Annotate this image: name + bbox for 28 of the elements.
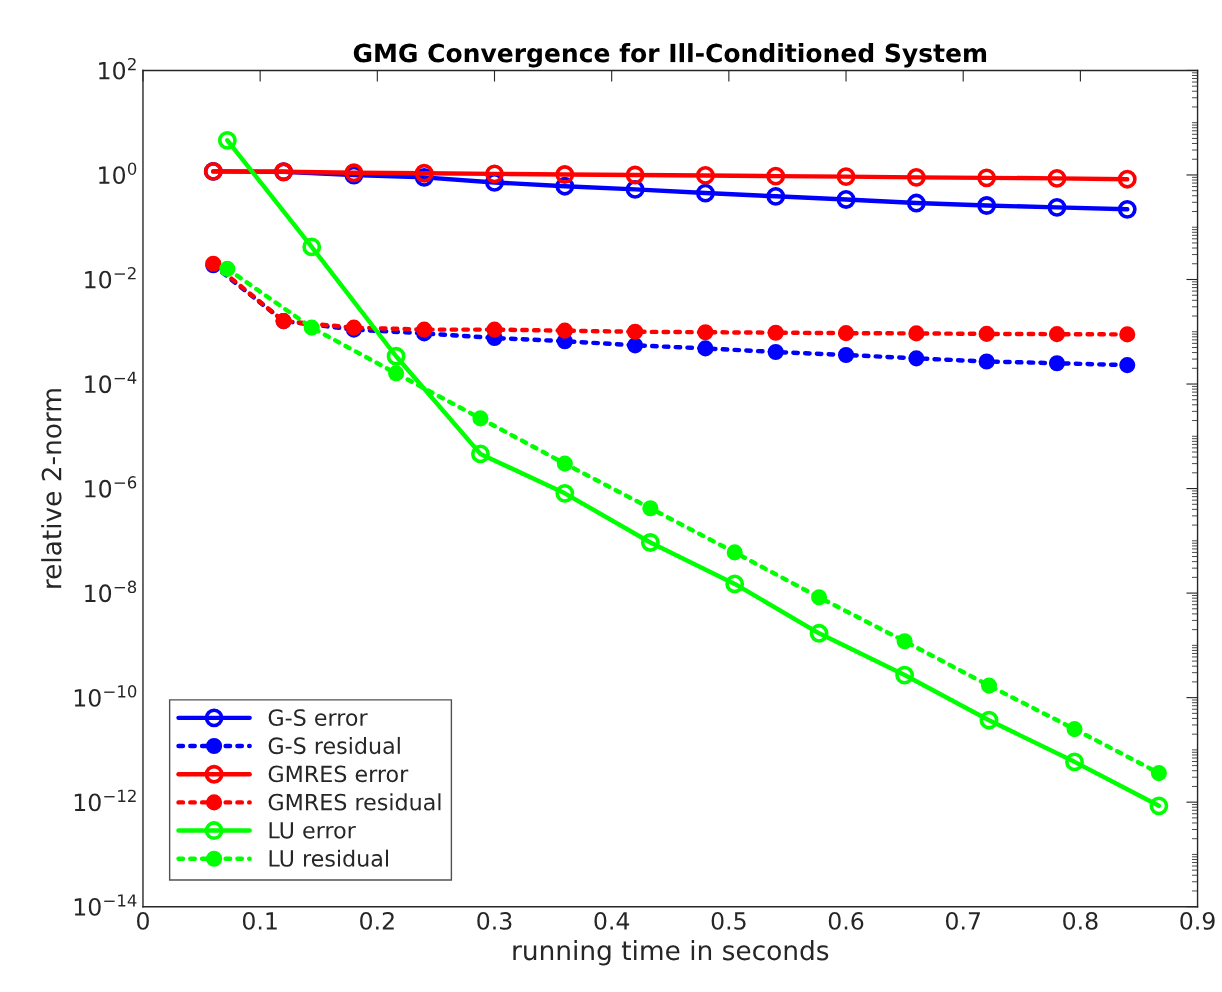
y-tick-label: 10$^{2}$ xyxy=(99,57,136,80)
y-tick-label: 10$^{−2}$ xyxy=(85,266,136,289)
legend-label: GMRES residual xyxy=(268,793,441,811)
legend-label: LU error xyxy=(269,822,356,839)
chart-title: GMG Convergence for Ill-Conditioned System xyxy=(353,43,987,68)
x-tick-label: 0.3 xyxy=(477,911,512,930)
y-tick-label: 10$^{−4}$ xyxy=(85,371,137,394)
x-tick-label: 0.5 xyxy=(711,911,746,930)
x-tick-label: 0.9 xyxy=(1180,911,1215,930)
y-axis-title: relative 2-norm xyxy=(41,389,62,588)
x-tick-label: 0 xyxy=(137,911,149,930)
x-tick-label: 0.1 xyxy=(242,911,277,930)
legend-label: GMRES error xyxy=(268,765,409,783)
legend-label: LU residual xyxy=(269,849,388,867)
y-tick-label: 10$^{−10}$ xyxy=(74,685,137,707)
y-tick-label: 10$^{−8}$ xyxy=(85,580,137,603)
legend-label: G-S residual xyxy=(268,736,400,755)
legend-label: G-S error xyxy=(268,709,368,726)
x-tick-label: 0.4 xyxy=(594,911,630,930)
y-tick-label: 10$^{−6}$ xyxy=(85,476,137,498)
y-tick-label: 10$^{−14}$ xyxy=(74,894,137,916)
y-tick-label: 10$^{0}$ xyxy=(99,162,137,185)
x-tick-label: 0.7 xyxy=(945,911,980,930)
y-tick-label: 10$^{−12}$ xyxy=(74,789,136,812)
x-tick-label: 0.8 xyxy=(1063,911,1098,930)
x-tick-label: 0.6 xyxy=(828,911,864,930)
x-tick-label: 0.2 xyxy=(360,911,394,930)
x-axis-title: running time in seconds xyxy=(513,939,829,966)
